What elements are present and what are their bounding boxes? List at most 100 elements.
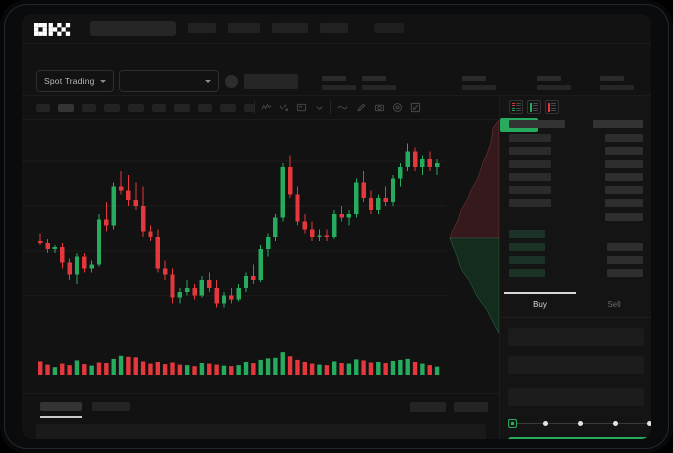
amount-slider[interactable]	[508, 418, 651, 428]
compare-icon[interactable]	[296, 102, 307, 113]
chevron-down-icon	[99, 79, 106, 83]
orderbook-bid-size[interactable]	[607, 243, 643, 251]
stat-24h-high	[362, 76, 396, 90]
top-navigation-bar	[22, 14, 651, 44]
slider-stop-100[interactable]	[647, 420, 651, 426]
slider-stop-50[interactable]	[578, 420, 583, 426]
slider-stop-25[interactable]	[543, 420, 548, 426]
settings-icon[interactable]	[392, 102, 403, 113]
nav-item-1[interactable]	[188, 23, 216, 33]
orderbook-ask-size[interactable]	[605, 147, 643, 155]
nav-item-5[interactable]	[374, 23, 404, 33]
bottom-action-2[interactable]	[454, 402, 488, 412]
tab-buy[interactable]: Buy	[533, 300, 547, 309]
orderbook-ask-size[interactable]	[605, 173, 643, 181]
timeframe-button-1[interactable]	[36, 104, 50, 112]
orderbook-header	[500, 96, 651, 118]
orders-table-placeholder	[36, 424, 486, 439]
orderbook-bid-size[interactable]	[607, 269, 643, 277]
orderbook-spread-size	[605, 213, 643, 221]
stat-label	[600, 76, 624, 81]
timeframe-button-7[interactable]	[174, 104, 190, 112]
chart-gridlines	[22, 160, 446, 297]
last-price-value	[244, 74, 298, 89]
order-amount-field[interactable]	[508, 356, 644, 374]
orderbook[interactable]	[500, 118, 651, 290]
slider-handle[interactable]	[508, 419, 517, 428]
stat-value	[600, 85, 634, 90]
price-chart[interactable]	[22, 120, 499, 335]
orderbook-ask-price[interactable]	[509, 134, 551, 142]
orderbook-bid-price[interactable]	[509, 269, 545, 277]
indicators-icon[interactable]	[261, 102, 272, 113]
orderbook-ask-size[interactable]	[605, 199, 643, 207]
chevron-down-icon[interactable]	[314, 102, 325, 113]
stat-value	[322, 85, 356, 90]
nav-item-2[interactable]	[228, 23, 260, 33]
orderbook-bid-size[interactable]	[607, 256, 643, 264]
camera-icon[interactable]	[374, 102, 385, 113]
timeframe-button-4[interactable]	[104, 104, 120, 112]
orderbook-view-bids-icon[interactable]	[527, 100, 541, 114]
timeframe-button-3[interactable]	[82, 104, 96, 112]
orderbook-bid-price[interactable]	[509, 256, 545, 264]
slider-stop-75[interactable]	[613, 420, 618, 426]
chart-candles	[38, 143, 440, 308]
active-tab-indicator	[504, 292, 576, 294]
volume-chart	[22, 335, 499, 393]
orderbook-ask-price[interactable]	[509, 186, 551, 194]
stat-label	[362, 76, 386, 81]
place-buy-order-button[interactable]	[508, 437, 651, 439]
stat-24h-change	[322, 76, 356, 90]
tab-sell[interactable]: Sell	[607, 300, 621, 309]
order-total-field[interactable]	[508, 388, 644, 406]
orderbook-bid-price[interactable]	[509, 230, 545, 238]
orderbook-ask-size[interactable]	[605, 160, 643, 168]
timeframe-button-5[interactable]	[128, 104, 144, 112]
pair-coin-avatar	[225, 75, 238, 88]
bottom-action-1[interactable]	[410, 402, 446, 412]
orderbook-ask-price[interactable]	[509, 160, 551, 168]
trading-pair-dropdown[interactable]	[119, 70, 219, 92]
fullscreen-icon[interactable]	[410, 102, 421, 113]
stat-value	[462, 85, 496, 90]
orderbook-ask-size[interactable]	[605, 186, 643, 194]
chart-type-icon[interactable]	[278, 102, 289, 113]
ticker-bar: Spot Trading	[22, 44, 651, 96]
timeframe-button-2[interactable]	[58, 104, 74, 112]
tab-open-orders[interactable]	[40, 402, 82, 411]
orderbook-view-both-icon[interactable]	[509, 100, 523, 114]
chevron-down-icon	[205, 79, 211, 83]
timeframe-button-10[interactable]	[244, 104, 254, 112]
timeframe-button-8[interactable]	[198, 104, 212, 112]
pencil-icon[interactable]	[356, 102, 367, 113]
stat-label	[537, 76, 561, 81]
depth-chart-overlay	[449, 120, 499, 334]
orderbook-ask-price[interactable]	[509, 147, 551, 155]
buy-sell-tabs: Buy Sell	[500, 292, 651, 318]
nav-item-4[interactable]	[320, 23, 348, 33]
orderbook-header-label	[509, 120, 565, 128]
orderbook-bid-price[interactable]	[509, 243, 545, 251]
timeframe-button-6[interactable]	[152, 104, 166, 112]
toolbar-divider	[330, 101, 331, 114]
volume-bars-canvas	[38, 352, 440, 375]
orderbook-view-asks-icon[interactable]	[545, 100, 559, 114]
stat-value	[362, 85, 396, 90]
orderbook-ask-price[interactable]	[509, 173, 551, 181]
search-input[interactable]	[90, 21, 176, 36]
stat-24h-turnover	[600, 76, 634, 90]
okx-logo-icon[interactable]	[34, 23, 74, 36]
stat-24h-volume	[537, 76, 571, 90]
tab-order-history[interactable]	[92, 402, 130, 411]
trade-sidebar: Buy Sell	[499, 96, 651, 439]
orderbook-ask-size[interactable]	[605, 134, 643, 142]
orderbook-ask-price[interactable]	[509, 199, 551, 207]
nav-item-3[interactable]	[272, 23, 308, 33]
market-type-dropdown[interactable]: Spot Trading	[36, 70, 114, 92]
order-price-field[interactable]	[508, 328, 644, 346]
wave-icon[interactable]	[337, 102, 348, 113]
timeframe-button-9[interactable]	[220, 104, 236, 112]
stat-label	[462, 76, 486, 81]
stat-24h-low	[462, 76, 496, 90]
